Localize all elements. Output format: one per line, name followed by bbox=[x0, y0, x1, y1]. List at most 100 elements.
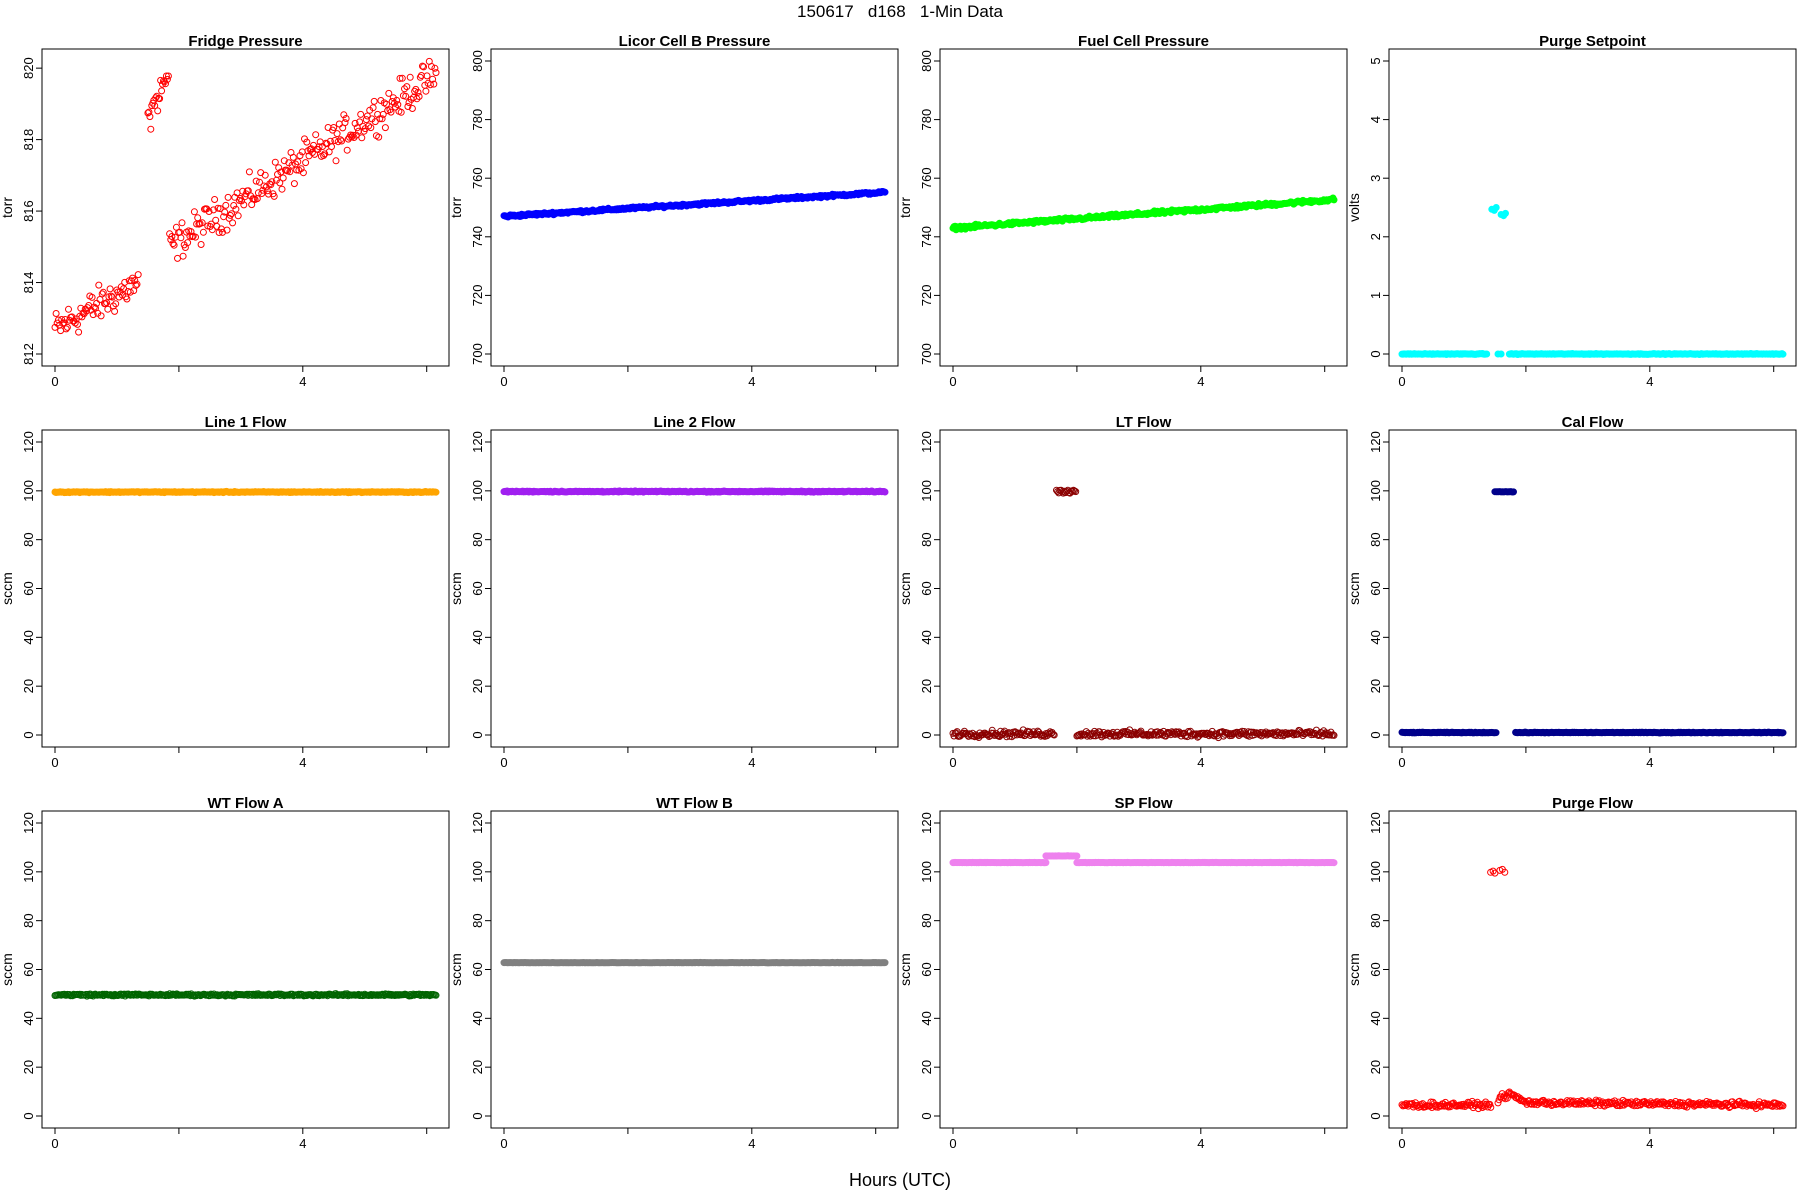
panel-title: WT Flow A bbox=[207, 795, 283, 812]
data-point bbox=[184, 239, 192, 247]
data-point bbox=[1034, 727, 1042, 735]
x-tick-label: 4 bbox=[748, 1136, 755, 1151]
data-point bbox=[1492, 729, 1500, 737]
y-tick-label: 740 bbox=[919, 226, 934, 248]
x-tick-label: 0 bbox=[949, 374, 956, 389]
y-tick-label: 40 bbox=[470, 630, 485, 644]
plot-frame bbox=[1388, 810, 1797, 1129]
y-tick-label: 80 bbox=[1368, 532, 1383, 546]
panel-2: Licor Cell B Pressuretorr700720740760780… bbox=[448, 33, 899, 389]
data-point bbox=[194, 214, 202, 222]
panel-title: WT Flow B bbox=[656, 795, 733, 812]
y-tick-label: 120 bbox=[21, 812, 36, 834]
data-point bbox=[376, 115, 384, 123]
y-tick-label: 700 bbox=[919, 343, 934, 365]
panel-title: Fridge Pressure bbox=[188, 33, 302, 50]
data-point bbox=[1050, 731, 1058, 739]
data-point bbox=[343, 146, 351, 154]
plot-frame bbox=[1388, 48, 1797, 367]
y-tick-label: 20 bbox=[470, 1060, 485, 1074]
data-point bbox=[379, 110, 387, 118]
data-point bbox=[104, 305, 112, 313]
y-tick-label: 20 bbox=[919, 679, 934, 693]
plot-frame bbox=[939, 429, 1348, 748]
data-point bbox=[341, 119, 349, 127]
data-point bbox=[211, 196, 219, 203]
data-point bbox=[270, 192, 278, 200]
data-point bbox=[1192, 731, 1200, 739]
data-point bbox=[1040, 731, 1048, 739]
data-point bbox=[108, 293, 116, 301]
data-point bbox=[334, 138, 342, 146]
y-axis-label: sccm bbox=[0, 953, 15, 986]
data-point bbox=[230, 202, 238, 209]
y-tick-label: 40 bbox=[21, 630, 36, 644]
y-tick-label: 80 bbox=[1368, 913, 1383, 927]
y-tick-label: 700 bbox=[470, 343, 485, 365]
panel-3: Fuel Cell Pressuretorr700720740760780800… bbox=[897, 33, 1348, 389]
data-point bbox=[881, 488, 889, 496]
y-tick-label: 120 bbox=[470, 431, 485, 453]
x-tick-label: 4 bbox=[1197, 374, 1204, 389]
x-tick-label: 4 bbox=[1197, 755, 1204, 770]
plot-frame bbox=[490, 429, 899, 748]
x-tick-label: 0 bbox=[1398, 755, 1405, 770]
y-tick-label: 0 bbox=[21, 731, 36, 738]
panel-title: Fuel Cell Pressure bbox=[1078, 33, 1209, 50]
data-point bbox=[408, 105, 416, 112]
data-point bbox=[331, 137, 339, 144]
data-point bbox=[154, 107, 162, 115]
data-point bbox=[151, 102, 159, 110]
x-tick-label: 0 bbox=[51, 1136, 58, 1151]
data-series bbox=[1398, 865, 1787, 1113]
y-tick-label: 780 bbox=[919, 109, 934, 131]
data-series bbox=[500, 188, 889, 221]
x-tick-label: 0 bbox=[51, 374, 58, 389]
data-point bbox=[97, 312, 105, 320]
data-point bbox=[74, 320, 81, 328]
data-point bbox=[144, 109, 152, 117]
y-tick-label: 4 bbox=[1368, 116, 1383, 123]
y-tick-label: 0 bbox=[21, 1112, 36, 1119]
panel-title: LT Flow bbox=[1116, 414, 1172, 431]
y-tick-label: 100 bbox=[470, 480, 485, 502]
data-point bbox=[276, 179, 284, 187]
data-point bbox=[1779, 350, 1787, 358]
data-point bbox=[199, 228, 207, 236]
data-point bbox=[256, 178, 263, 186]
data-point bbox=[192, 233, 199, 241]
y-axis-label: sccm bbox=[897, 953, 913, 986]
data-point bbox=[356, 118, 364, 126]
data-point bbox=[93, 299, 101, 307]
data-point bbox=[1073, 852, 1081, 860]
data-point bbox=[381, 124, 389, 132]
data-point bbox=[342, 115, 350, 122]
data-point bbox=[169, 240, 177, 248]
data-point bbox=[261, 171, 269, 179]
y-tick-label: 60 bbox=[919, 581, 934, 595]
data-point bbox=[302, 159, 310, 167]
data-point bbox=[118, 291, 126, 299]
data-point bbox=[271, 158, 279, 166]
y-axis-label: sccm bbox=[448, 953, 464, 986]
data-series bbox=[949, 852, 1338, 867]
data-point bbox=[303, 138, 311, 146]
data-point bbox=[158, 87, 166, 95]
data-point bbox=[111, 307, 119, 315]
x-tick-label: 0 bbox=[949, 755, 956, 770]
data-point bbox=[52, 310, 60, 317]
data-point bbox=[338, 137, 346, 145]
data-point bbox=[387, 108, 395, 116]
data-point bbox=[257, 169, 265, 177]
y-tick-label: 814 bbox=[21, 272, 36, 294]
data-point bbox=[234, 212, 242, 220]
data-point bbox=[126, 288, 134, 296]
data-point bbox=[413, 95, 421, 103]
data-point bbox=[133, 280, 141, 288]
y-axis-label: sccm bbox=[0, 572, 15, 605]
data-point bbox=[164, 72, 172, 80]
data-point bbox=[388, 98, 396, 105]
plot-frame bbox=[939, 810, 1348, 1129]
